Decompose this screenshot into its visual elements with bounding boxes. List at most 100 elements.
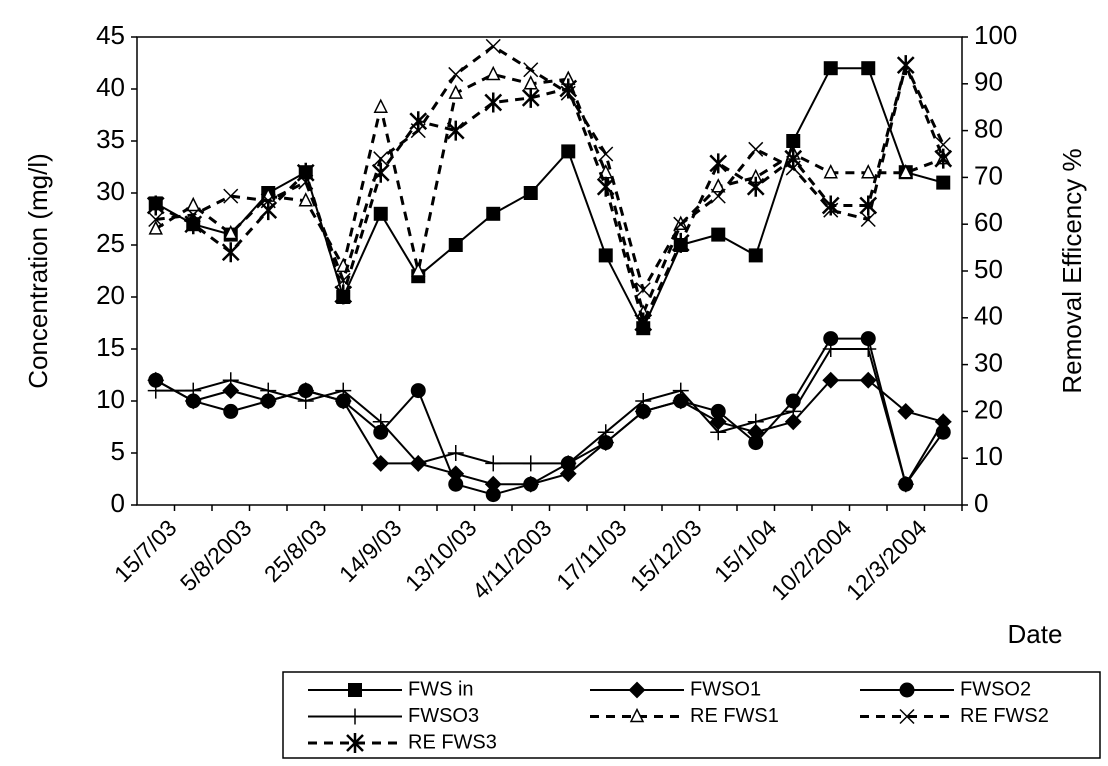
- data-point: [223, 403, 239, 419]
- y2-tick-label: 80: [974, 113, 1003, 143]
- data-point: [411, 262, 426, 277]
- y-tick-label: 30: [96, 176, 125, 206]
- data-point: [896, 55, 915, 76]
- y2-tick-label: 10: [974, 441, 1003, 471]
- data-point: [486, 65, 501, 81]
- x-tick-label: 14/9/03: [334, 514, 407, 587]
- x-tick-label: 10/2/2004: [766, 514, 857, 605]
- data-point: [897, 402, 915, 420]
- data-point: [786, 134, 801, 148]
- data-point: [373, 151, 389, 167]
- y2-tick-label: 50: [974, 254, 1003, 284]
- x-tick-label: 5/8/2003: [175, 514, 257, 596]
- data-point: [898, 164, 913, 179]
- data-point: [484, 92, 503, 113]
- data-point: [673, 216, 689, 232]
- data-point: [748, 248, 763, 263]
- y-tick-label: 10: [96, 384, 125, 414]
- data-point: [521, 87, 540, 108]
- data-point: [672, 382, 689, 399]
- data-point: [711, 178, 726, 193]
- data-point: [448, 66, 464, 82]
- data-point: [259, 200, 278, 221]
- data-point: [185, 382, 202, 399]
- data-point: [821, 195, 840, 216]
- series-line: [155, 67, 944, 331]
- x-tick-label: 4/11/2003: [467, 514, 557, 604]
- data-point: [860, 341, 877, 357]
- data-point: [711, 227, 726, 242]
- data-point: [936, 175, 951, 190]
- plot-area: [136, 36, 963, 506]
- data-point: [486, 206, 501, 221]
- y2-tick-label: 40: [974, 301, 1003, 331]
- x-tick-label: 15/7/03: [109, 514, 182, 587]
- data-point: [485, 38, 501, 54]
- x-tick-label: 15/1/04: [709, 514, 782, 587]
- data-point: [446, 120, 465, 141]
- series-line: [155, 44, 945, 294]
- data-point: [823, 164, 838, 179]
- data-point: [448, 84, 463, 99]
- data-point: [148, 211, 164, 228]
- legend-marker: [629, 707, 645, 723]
- data-point: [710, 424, 727, 441]
- y2-axis-title: Removal Efficency %: [1057, 148, 1087, 393]
- data-point: [746, 176, 765, 197]
- legend-label: FWSO2: [960, 678, 1031, 700]
- legend-marker: [899, 682, 915, 698]
- y-tick-label: 20: [96, 280, 125, 310]
- data-point: [710, 188, 726, 204]
- legend-marker: [628, 681, 646, 699]
- data-point: [634, 312, 653, 333]
- y-tick-label: 35: [96, 124, 125, 154]
- y2-tick-label: 30: [974, 347, 1003, 377]
- legend-label: FWSO3: [408, 705, 479, 727]
- x-axis-title: Date: [1008, 619, 1063, 649]
- data-point: [222, 372, 239, 389]
- data-point: [748, 435, 764, 451]
- legend-marker: [899, 708, 915, 725]
- x-tick-label: 25/8/03: [259, 514, 332, 587]
- data-point: [784, 148, 803, 169]
- data-point: [785, 403, 802, 420]
- data-point: [935, 413, 952, 430]
- data-point: [184, 214, 203, 235]
- series-line: [155, 348, 945, 487]
- data-point: [523, 476, 539, 492]
- data-point: [822, 341, 839, 357]
- data-point: [146, 195, 165, 216]
- data-point: [784, 413, 802, 431]
- y-tick-label: 45: [96, 20, 125, 50]
- legend-box: [282, 671, 1101, 759]
- data-point: [861, 164, 876, 179]
- data-point: [297, 393, 314, 409]
- data-point: [296, 162, 315, 183]
- data-point: [596, 176, 615, 197]
- y-tick-label: 25: [96, 228, 125, 258]
- data-point: [861, 61, 876, 76]
- data-point: [559, 465, 577, 483]
- data-point: [859, 195, 878, 216]
- data-point: [373, 98, 388, 113]
- data-point: [597, 424, 614, 441]
- data-point: [560, 455, 577, 472]
- data-point: [371, 162, 390, 183]
- y-tick-label: 5: [111, 436, 125, 466]
- data-point: [298, 192, 313, 207]
- legend-marker: [346, 733, 364, 753]
- data-point: [485, 455, 502, 472]
- y-tick-label: 0: [111, 488, 125, 518]
- y-tick-label: 40: [96, 72, 125, 102]
- data-point: [372, 413, 389, 430]
- data-point: [561, 144, 576, 159]
- y2-tick-label: 100: [974, 20, 1017, 50]
- data-point: [671, 232, 690, 253]
- data-point: [334, 284, 353, 305]
- data-point: [373, 206, 388, 221]
- data-point: [897, 476, 914, 493]
- data-point: [523, 186, 538, 200]
- data-point: [410, 383, 426, 399]
- y-tick-label: 15: [96, 332, 125, 362]
- data-point: [635, 282, 651, 298]
